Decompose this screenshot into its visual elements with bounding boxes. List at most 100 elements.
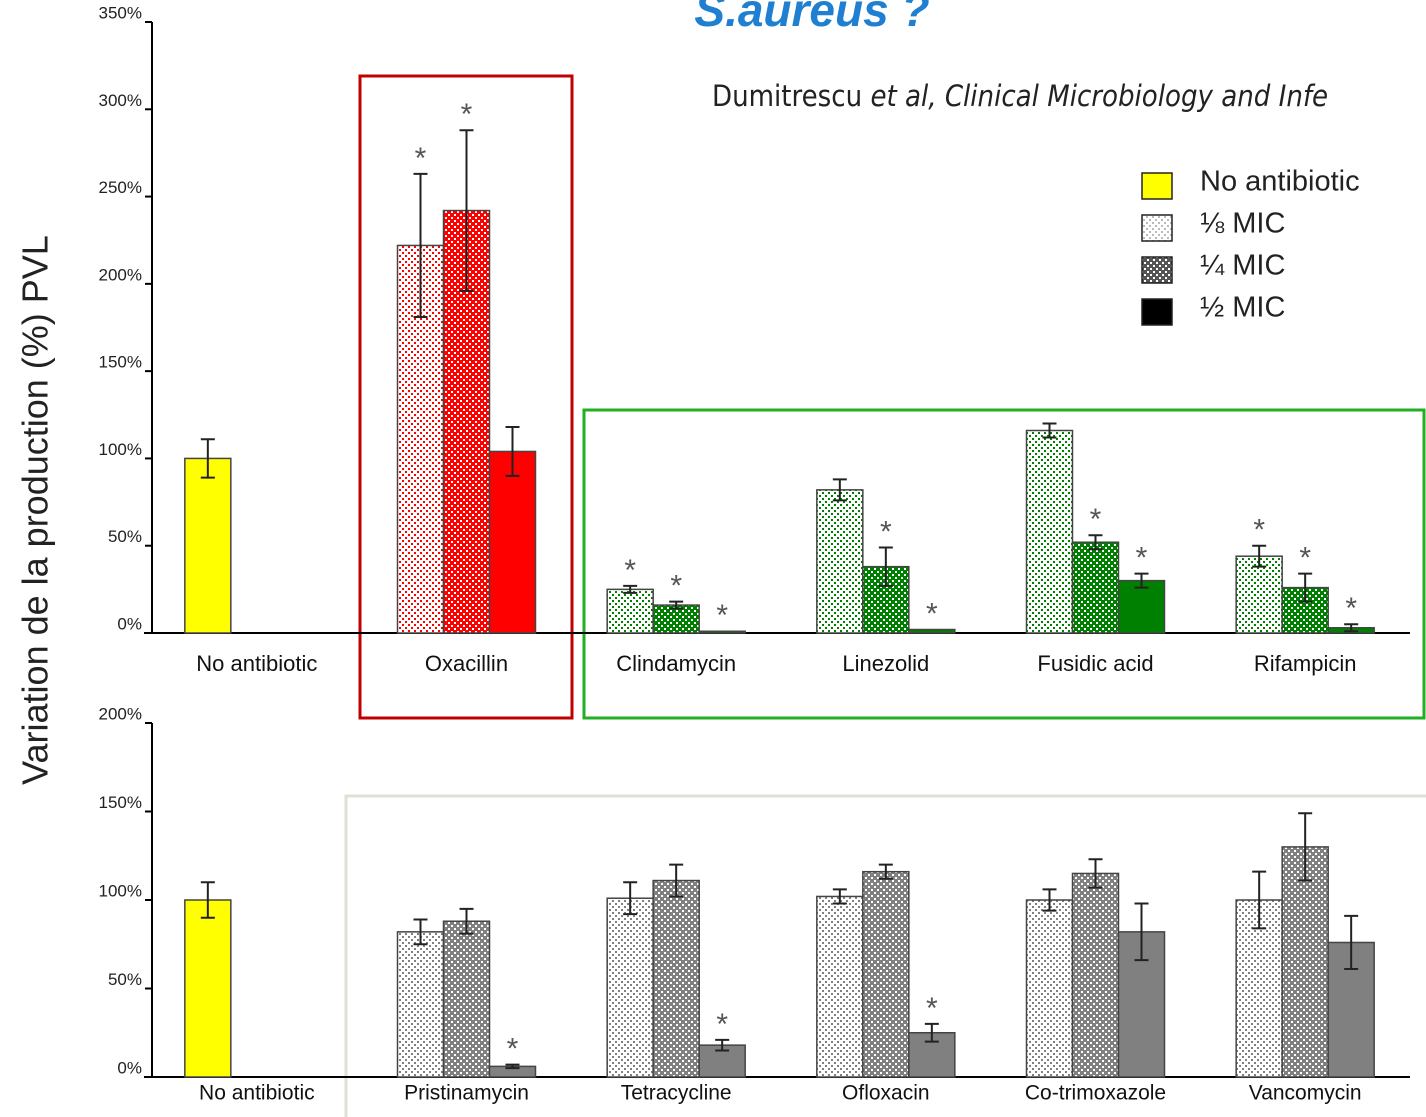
significance-star: * — [880, 515, 892, 548]
y-tick-label: 0% — [117, 1058, 142, 1077]
bar — [488, 450, 537, 634]
x-tick-label: Pristinamycin — [404, 1082, 529, 1105]
error-bar — [669, 863, 684, 898]
y-tick-label: 0% — [117, 614, 142, 633]
y-tick-label: 350% — [99, 3, 142, 22]
y-axis-label: Variation de la production (%) PVL — [15, 235, 56, 785]
highlight-box — [358, 74, 574, 720]
x-tick-label: Co-trimoxazole — [1025, 1082, 1166, 1105]
y-tick-label: 300% — [99, 91, 142, 110]
citation-author: Dumitrescu — [712, 79, 870, 113]
bar — [862, 870, 910, 1078]
error-bar — [1252, 544, 1267, 568]
bar — [442, 920, 491, 1078]
y-tick-label: 50% — [108, 970, 142, 989]
bar — [1025, 429, 1074, 634]
y-tick-label: 150% — [99, 353, 142, 372]
bar — [862, 565, 910, 634]
y-tick-label: 50% — [108, 527, 142, 546]
error-bar — [924, 1022, 939, 1043]
error-bar — [832, 888, 847, 905]
bar — [698, 630, 746, 634]
bar — [184, 457, 232, 634]
legend-label: ½ MIC — [1200, 292, 1285, 324]
bar — [1235, 899, 1283, 1078]
x-tick-label: Rifampicin — [1254, 651, 1357, 676]
significance-star: * — [926, 992, 938, 1025]
error-bar — [715, 1038, 730, 1052]
citation-journal: , Clinical Microbiology and Infe — [928, 79, 1328, 113]
legend-label: ¼ MIC — [1200, 250, 1285, 282]
y-tick-label: 250% — [99, 178, 142, 197]
x-tick-label: Fusidic acid — [1037, 651, 1153, 676]
bar — [396, 931, 445, 1078]
y-tick-label: 150% — [99, 793, 142, 812]
x-tick-label: Tetracycline — [621, 1082, 732, 1105]
bar — [1071, 541, 1120, 634]
slide-title: S.aureus ? — [694, 0, 929, 36]
legend-swatch — [1141, 298, 1173, 326]
highlight-box — [344, 794, 1426, 1117]
significance-star: * — [1136, 542, 1148, 575]
error-bar — [505, 426, 520, 477]
x-tick-label: Clindamycin — [616, 651, 736, 676]
error-bar — [1042, 422, 1057, 439]
bar — [1071, 872, 1120, 1078]
error-bar — [505, 1063, 520, 1070]
legend-label: ⅛ MIC — [1200, 208, 1285, 240]
bar — [816, 489, 864, 634]
error-bar — [413, 918, 428, 946]
y-tick-label: 100% — [99, 440, 142, 459]
significance-star: * — [461, 98, 473, 131]
y-tick-label: 200% — [99, 265, 142, 284]
error-bar — [413, 172, 428, 319]
error-bar — [1252, 870, 1267, 930]
significance-star: * — [716, 599, 728, 632]
bar — [606, 897, 654, 1078]
error-bar — [1134, 902, 1149, 962]
legend-swatch — [1141, 256, 1173, 284]
bar — [1117, 579, 1166, 634]
error-bar — [832, 478, 847, 502]
error-bar — [878, 863, 893, 880]
error-bar — [669, 600, 684, 610]
citation: Dumitrescu et al, Clinical Microbiology … — [712, 79, 1328, 113]
error-bar — [1134, 572, 1149, 589]
significance-star: * — [1345, 592, 1357, 625]
bar — [1235, 555, 1283, 634]
significance-star: * — [624, 554, 636, 587]
significance-star: * — [415, 142, 427, 175]
significance-star: * — [1299, 542, 1311, 575]
significance-star: * — [670, 569, 682, 602]
significance-star: * — [716, 1008, 728, 1041]
bar — [652, 879, 700, 1078]
bar — [184, 899, 232, 1078]
legend-swatch — [1141, 214, 1173, 242]
legend-label: No antibiotic — [1200, 166, 1360, 198]
significance-star: * — [507, 1033, 519, 1066]
y-tick-label: 200% — [99, 704, 142, 723]
bar — [606, 588, 654, 634]
significance-star: * — [1090, 503, 1102, 536]
error-bar — [1344, 623, 1359, 633]
bar — [1025, 899, 1074, 1078]
bar — [908, 628, 956, 634]
error-bar — [200, 881, 215, 919]
x-tick-label: Linezolid — [842, 651, 929, 676]
error-bar — [623, 881, 638, 916]
highlight-box — [582, 408, 1426, 720]
legend-swatch — [1141, 172, 1173, 200]
bar — [816, 895, 864, 1078]
x-tick-label: No antibiotic — [199, 1082, 315, 1105]
error-bar — [878, 546, 893, 587]
x-tick-label: Ofloxacin — [842, 1082, 930, 1105]
error-bar — [459, 907, 474, 935]
error-bar — [459, 129, 474, 292]
y-tick-label: 100% — [99, 881, 142, 900]
error-bar — [623, 584, 638, 594]
citation-etal: et al — [870, 79, 929, 113]
x-tick-label: Vancomycin — [1249, 1082, 1362, 1105]
x-tick-label: No antibiotic — [196, 651, 317, 676]
